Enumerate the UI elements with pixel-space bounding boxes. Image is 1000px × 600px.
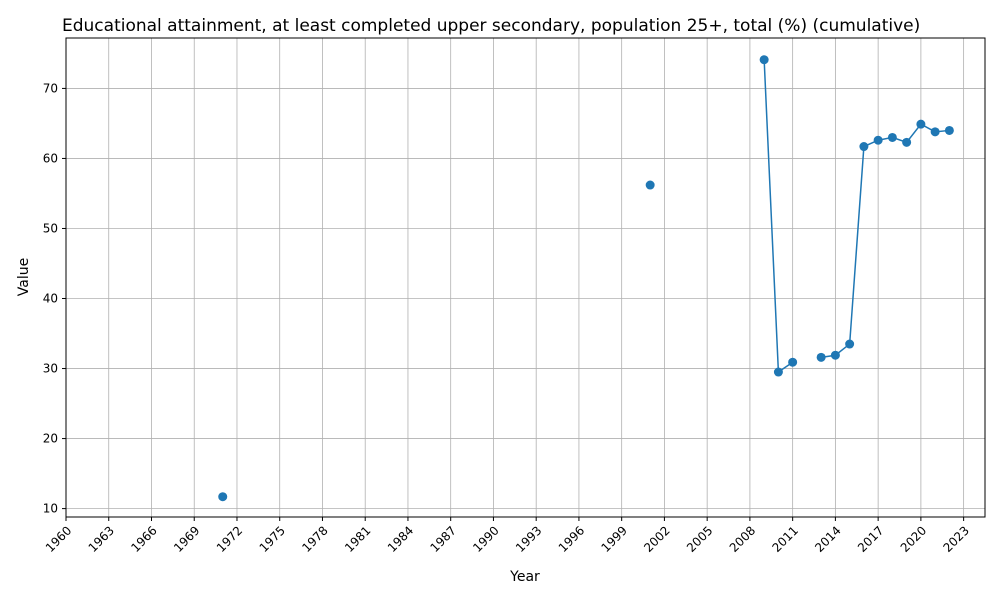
series xyxy=(218,55,954,502)
x-tick-label: 2008 xyxy=(727,523,758,554)
series-line-segment xyxy=(763,59,794,374)
y-tick-label: 30 xyxy=(43,362,58,376)
x-tick-label: 2011 xyxy=(769,523,800,554)
x-tick-label: 1975 xyxy=(257,523,288,554)
x-tick-label: 1993 xyxy=(513,523,544,554)
x-tick-label: 1963 xyxy=(86,523,117,554)
y-axis-ticks: 10 20 30 40 50 60 70 xyxy=(43,81,66,516)
data-point xyxy=(887,132,897,142)
y-tick-label: 10 xyxy=(43,502,58,516)
x-axis-title: Year xyxy=(509,569,540,585)
grid-lines xyxy=(65,38,985,517)
x-tick-label: 1969 xyxy=(171,523,202,554)
data-point xyxy=(859,142,869,152)
y-tick-label: 50 xyxy=(43,221,58,235)
data-point xyxy=(916,119,926,129)
x-tick-label: 1978 xyxy=(299,523,330,554)
data-point xyxy=(873,135,883,145)
x-tick-label: 2020 xyxy=(898,523,929,554)
data-point xyxy=(788,357,798,367)
data-point xyxy=(902,137,912,147)
data-point xyxy=(944,125,954,135)
data-point xyxy=(816,352,826,362)
y-axis-title: Value xyxy=(16,258,32,296)
data-point xyxy=(645,180,655,190)
x-tick-label: 2017 xyxy=(855,523,886,554)
x-tick-label: 2002 xyxy=(641,523,672,554)
x-tick-label: 1999 xyxy=(599,523,630,554)
x-tick-label: 1960 xyxy=(43,523,74,554)
series-line-segment xyxy=(821,123,950,359)
x-tick-label: 1990 xyxy=(470,523,501,554)
y-tick-label: 60 xyxy=(43,151,58,165)
x-tick-label: 1981 xyxy=(342,523,373,554)
x-tick-label: 2023 xyxy=(940,523,971,554)
y-tick-label: 70 xyxy=(43,81,58,95)
data-point xyxy=(773,367,783,377)
x-tick-label: 1987 xyxy=(428,523,459,554)
data-point xyxy=(845,339,855,349)
data-point xyxy=(218,492,228,502)
data-point xyxy=(830,350,840,360)
x-axis-ticks: 1960 1963 1966 1969 1972 1975 1978 1981 1984 1987… xyxy=(43,517,972,555)
x-tick-label: 1996 xyxy=(556,523,587,554)
x-tick-label: 1972 xyxy=(214,523,245,554)
plot-frame xyxy=(65,37,986,518)
chart-title: Educational attainment, at least complet… xyxy=(62,16,920,36)
x-tick-label: 1984 xyxy=(385,523,416,554)
x-tick-label: 2014 xyxy=(812,523,843,554)
y-tick-label: 20 xyxy=(43,432,58,446)
x-tick-label: 2005 xyxy=(684,523,715,554)
y-tick-label: 40 xyxy=(43,292,58,306)
data-point xyxy=(930,127,940,137)
data-point xyxy=(759,55,769,65)
x-tick-label: 1966 xyxy=(128,523,159,554)
